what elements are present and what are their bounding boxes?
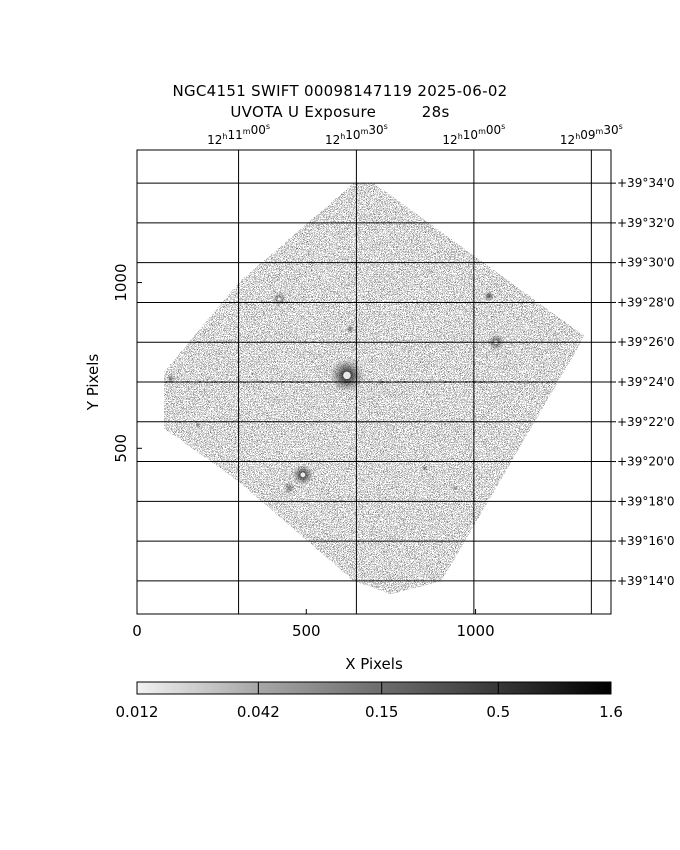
y-tick-label: 1000	[112, 263, 130, 301]
colorbar-tick-label: 0.5	[486, 703, 510, 721]
x-axis-ticks: 0 500 1000	[132, 609, 495, 640]
coordinate-grid	[137, 150, 611, 614]
dec-tick-label: +39°32'0	[617, 216, 675, 230]
x-tick-label: 0	[132, 622, 142, 640]
y-axis-label: Y Pixels	[84, 354, 102, 412]
source-6	[345, 324, 355, 334]
dec-tick-label: +39°18'0	[617, 494, 675, 508]
ra-tick-label: 12h09m30s	[560, 122, 623, 147]
x-tick-label: 500	[292, 622, 321, 640]
source-12	[194, 422, 201, 429]
source-4	[271, 291, 287, 307]
image-subtitle: UVOTA U Exposure 28s	[230, 103, 450, 121]
dec-tick-label: +39°28'0	[617, 295, 675, 309]
dec-tick-label: +39°24'0	[617, 375, 675, 389]
dec-tick-label: +39°20'0	[617, 455, 675, 469]
colorbar-tick-label: 0.15	[365, 703, 398, 721]
source-8	[165, 373, 176, 384]
colorbar-tick-label: 1.6	[599, 703, 623, 721]
x-tick-label: 1000	[456, 622, 494, 640]
colorbar-ticks: 0.012 0.042 0.15 0.5 1.6	[116, 682, 623, 721]
y-tick-label: 500	[112, 434, 130, 463]
source-5	[483, 290, 495, 302]
source-9	[421, 464, 429, 472]
source-10	[452, 485, 459, 492]
source-7	[282, 481, 296, 495]
sources-layer	[165, 290, 505, 495]
dec-tick-label: +39°26'0	[617, 335, 675, 349]
dec-tick-label: +39°14'0	[617, 574, 675, 588]
dec-tick-label: +39°34'0	[617, 176, 675, 190]
dec-tick-label: +39°30'0	[617, 256, 675, 270]
dec-tick-label: +39°16'0	[617, 534, 675, 548]
ra-axis-labels: 12h11m00s 12h10m30s 12h10m00s 12h09m30s	[207, 122, 623, 147]
dec-axis-labels: +39°34'0 +39°32'0 +39°30'0 +39°28'0 +39°26'0…	[611, 176, 675, 588]
colorbar-gradient	[136, 681, 612, 695]
ra-tick-label: 12h10m00s	[442, 122, 505, 147]
source-1	[329, 358, 365, 393]
source-2	[292, 463, 314, 486]
colorbar-tick-label: 0.012	[116, 703, 159, 721]
x-axis-label: X Pixels	[345, 655, 403, 673]
ra-tick-label: 12h11m00s	[207, 122, 270, 147]
dec-tick-label: +39°22'0	[617, 415, 675, 429]
colorbar: 0.012 0.042 0.15 0.5 1.6	[116, 681, 623, 721]
image-title: NGC4151 SWIFT 00098147119 2025-06-02	[172, 82, 508, 100]
ra-tick-label: 12h10m30s	[325, 122, 388, 147]
y-axis-ticks: 500 1000	[112, 263, 142, 463]
colorbar-tick-label: 0.042	[237, 703, 280, 721]
